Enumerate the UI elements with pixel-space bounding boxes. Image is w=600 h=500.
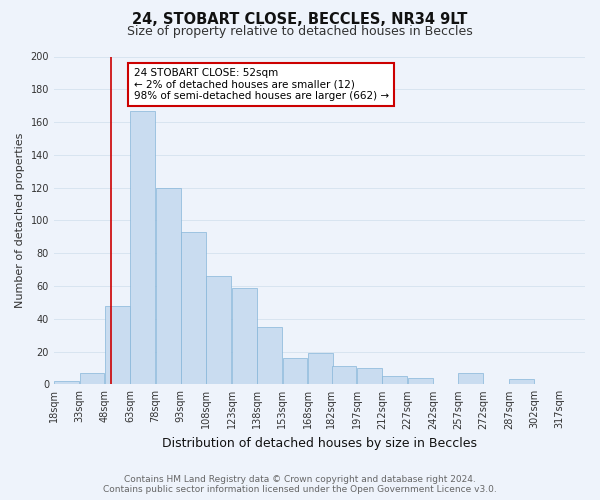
Bar — [181, 232, 206, 384]
Bar — [382, 376, 407, 384]
Bar — [357, 368, 382, 384]
Text: Size of property relative to detached houses in Beccles: Size of property relative to detached ho… — [127, 25, 473, 38]
Bar — [130, 110, 155, 384]
X-axis label: Distribution of detached houses by size in Beccles: Distribution of detached houses by size … — [162, 437, 477, 450]
Bar — [257, 327, 282, 384]
Bar — [308, 353, 333, 384]
Bar — [283, 358, 307, 384]
Text: Contains HM Land Registry data © Crown copyright and database right 2024.
Contai: Contains HM Land Registry data © Crown c… — [103, 474, 497, 494]
Text: 24 STOBART CLOSE: 52sqm
← 2% of detached houses are smaller (12)
98% of semi-det: 24 STOBART CLOSE: 52sqm ← 2% of detached… — [134, 68, 389, 101]
Bar — [509, 380, 534, 384]
Bar — [407, 378, 433, 384]
Bar — [105, 306, 130, 384]
Bar — [80, 373, 104, 384]
Y-axis label: Number of detached properties: Number of detached properties — [15, 132, 25, 308]
Bar — [458, 373, 483, 384]
Bar — [155, 188, 181, 384]
Text: 24, STOBART CLOSE, BECCLES, NR34 9LT: 24, STOBART CLOSE, BECCLES, NR34 9LT — [133, 12, 467, 26]
Bar — [206, 276, 231, 384]
Bar — [232, 288, 257, 384]
Bar — [54, 381, 79, 384]
Bar — [332, 366, 356, 384]
